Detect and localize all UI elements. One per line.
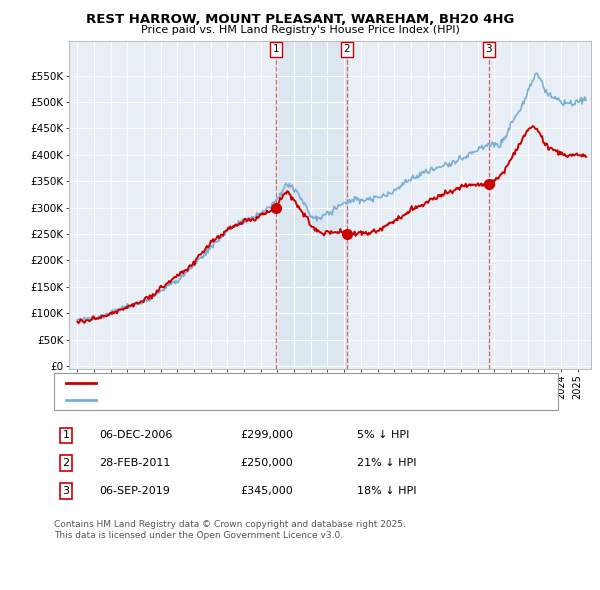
Text: 2: 2: [344, 44, 350, 54]
Text: 21% ↓ HPI: 21% ↓ HPI: [357, 458, 416, 468]
Text: 3: 3: [485, 44, 492, 54]
Bar: [276, 41, 347, 369]
Text: Price paid vs. HM Land Registry's House Price Index (HPI): Price paid vs. HM Land Registry's House …: [140, 25, 460, 35]
Text: £250,000: £250,000: [240, 458, 293, 468]
Text: 5% ↓ HPI: 5% ↓ HPI: [357, 431, 409, 440]
Text: REST HARROW, MOUNT PLEASANT, WAREHAM, BH20 4HG (detached house): REST HARROW, MOUNT PLEASANT, WAREHAM, BH…: [105, 378, 500, 388]
Text: £299,000: £299,000: [240, 431, 293, 440]
Text: 06-DEC-2006: 06-DEC-2006: [99, 431, 172, 440]
Text: 18% ↓ HPI: 18% ↓ HPI: [357, 486, 416, 496]
Text: 1: 1: [62, 431, 70, 440]
Text: 3: 3: [62, 486, 70, 496]
Text: Contains HM Land Registry data © Crown copyright and database right 2025.
This d: Contains HM Land Registry data © Crown c…: [54, 520, 406, 540]
Text: 06-SEP-2019: 06-SEP-2019: [99, 486, 170, 496]
Text: HPI: Average price, detached house, Dorset: HPI: Average price, detached house, Dors…: [105, 395, 332, 405]
Text: 2: 2: [62, 458, 70, 468]
Text: £345,000: £345,000: [240, 486, 293, 496]
Text: 28-FEB-2011: 28-FEB-2011: [99, 458, 170, 468]
Text: 1: 1: [273, 44, 280, 54]
Text: REST HARROW, MOUNT PLEASANT, WAREHAM, BH20 4HG: REST HARROW, MOUNT PLEASANT, WAREHAM, BH…: [86, 13, 514, 26]
